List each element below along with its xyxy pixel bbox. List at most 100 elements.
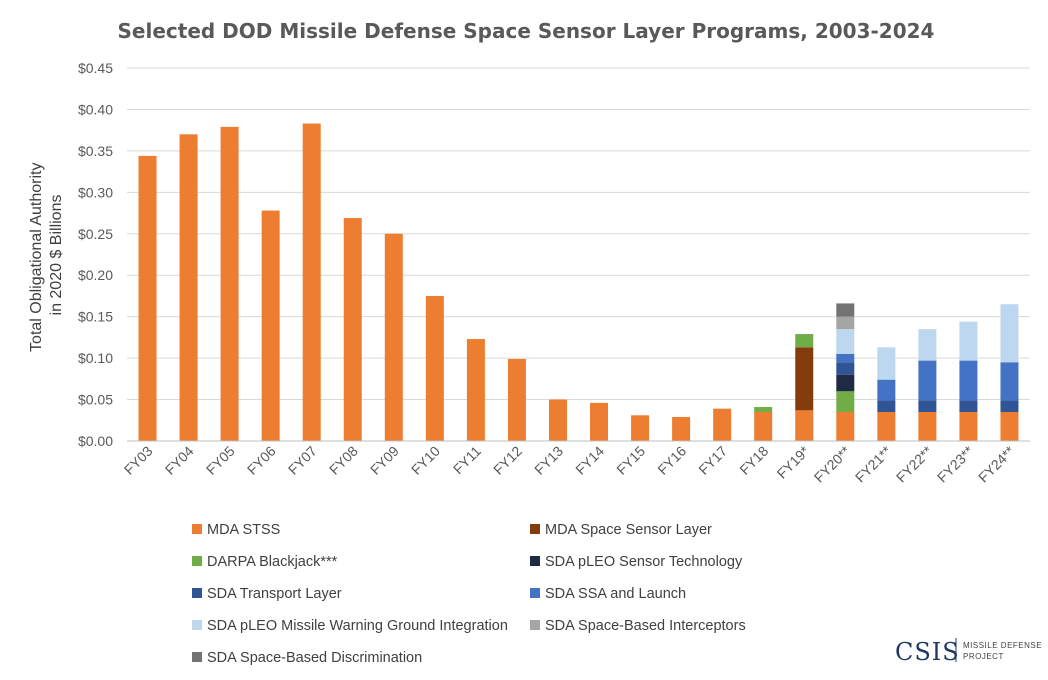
bar-segment	[138, 155, 157, 441]
legend-label: SDA pLEO Sensor Technology	[545, 554, 743, 570]
bar-segment	[836, 391, 855, 412]
bar-segment	[672, 416, 691, 441]
bar-segment	[1000, 362, 1019, 401]
legend-swatch	[530, 556, 540, 566]
bar-segment	[1000, 304, 1019, 363]
x-tick-label: FY20**	[811, 442, 854, 485]
bar-segment	[754, 411, 773, 441]
y-tick-label: $0.10	[78, 350, 113, 366]
bar-segment	[261, 210, 280, 441]
bars	[138, 123, 1019, 442]
legend-swatch	[530, 620, 540, 630]
bar-segment	[590, 402, 609, 441]
legend-label: MDA Space Sensor Layer	[545, 522, 712, 538]
legend-label: SDA SSA and Launch	[545, 586, 686, 602]
bar-segment	[1000, 400, 1019, 412]
y-tick-label: $0.20	[78, 267, 113, 283]
x-tick-label: FY18	[736, 443, 771, 478]
bar-segment	[877, 347, 896, 380]
y-axis-label: Total Obligational Authority in 2020 $ B…	[28, 158, 65, 352]
y-tick-label: $0.35	[78, 143, 113, 159]
logo-main-text: CSIS	[895, 638, 960, 666]
x-tick-label: FY22**	[893, 442, 936, 485]
y-tick-label: $0.15	[78, 309, 113, 325]
bar-segment	[959, 400, 978, 412]
x-tick-label: FY10	[408, 443, 443, 478]
bar-segment	[631, 415, 650, 441]
bar-segment	[959, 411, 978, 441]
y-tick-label: $0.00	[78, 433, 113, 449]
x-tick-label: FY23**	[934, 442, 977, 485]
bar-segment	[795, 334, 814, 348]
chart-title: Selected DOD Missile Defense Space Senso…	[118, 19, 935, 43]
x-tick-label: FY19*	[774, 442, 813, 481]
y-tick-label: $0.25	[78, 226, 113, 242]
bar-segment	[343, 218, 362, 441]
bar-segment	[836, 374, 855, 392]
legend-swatch	[530, 588, 540, 598]
y-tick-label: $0.30	[78, 184, 113, 200]
x-axis-ticks: FY03 FY04 FY05 FY06 FY07 FY08 FY09 FY10 FY11 FY12…	[121, 442, 1018, 485]
bar-segment	[548, 399, 567, 441]
logo-sub-line1: MISSILE DEFENSE	[963, 641, 1042, 650]
bar-segment	[877, 400, 896, 412]
legend-label: DARPA Blackjack***	[207, 554, 338, 570]
bar-segment	[302, 123, 321, 441]
y-tick-label: $0.45	[78, 60, 113, 76]
x-tick-label: FY12	[490, 443, 525, 478]
x-tick-label: FY11	[450, 443, 484, 477]
logo-sub-line2: PROJECT	[963, 652, 1004, 661]
legend-label: SDA Space-Based Discrimination	[207, 650, 422, 666]
bar-segment	[179, 134, 198, 442]
x-tick-label: FY24**	[975, 442, 1018, 485]
bar-segment	[959, 360, 978, 401]
bar-segment	[836, 329, 855, 354]
legend-label: SDA pLEO Missile Warning Ground Integrat…	[207, 618, 508, 634]
csis-logo: CSIS MISSILE DEFENSE PROJECT	[895, 638, 1042, 666]
x-tick-label: FY14	[572, 443, 607, 478]
x-tick-label: FY15	[613, 443, 648, 478]
legend-swatch	[192, 652, 202, 662]
x-tick-label: FY08	[326, 443, 361, 478]
legend-label: MDA STSS	[207, 522, 280, 538]
x-tick-label: FY04	[162, 443, 197, 478]
bar-segment	[507, 358, 526, 441]
bar-segment	[466, 339, 485, 441]
bar-segment	[713, 408, 732, 441]
x-tick-label: FY07	[285, 443, 320, 478]
bar-segment	[918, 400, 937, 412]
bar-segment	[754, 407, 773, 412]
y-axis-label-line2: in 2020 $ Billions	[48, 195, 65, 316]
x-tick-label: FY03	[121, 443, 156, 478]
bar-segment	[795, 410, 814, 441]
bar-segment	[877, 411, 896, 441]
bar-segment	[836, 303, 855, 317]
legend-swatch	[530, 524, 540, 534]
y-tick-label: $0.05	[78, 392, 113, 408]
bar-segment	[836, 411, 855, 441]
legend-swatch	[192, 588, 202, 598]
legend-swatch	[192, 556, 202, 566]
x-tick-label: FY09	[367, 443, 402, 478]
bar-segment	[425, 295, 444, 441]
bar-segment	[220, 126, 239, 442]
bar-segment	[836, 362, 855, 375]
y-axis-ticks: $0.00 $0.05 $0.10 $0.15 $0.20 $0.25 $0.30 $0.35…	[78, 60, 113, 449]
bar-segment	[1000, 411, 1019, 441]
bar-segment	[836, 316, 855, 330]
legend-swatch	[192, 524, 202, 534]
bar-segment	[836, 353, 855, 363]
legend: MDA STSS MDA Space Sensor Layer DARPA Blac…	[192, 522, 746, 666]
bar-segment	[918, 360, 937, 401]
x-tick-label: FY21**	[852, 442, 895, 485]
bar-segment	[918, 329, 937, 361]
x-tick-label: FY17	[695, 443, 730, 478]
bar-segment	[918, 411, 937, 441]
bar-segment	[877, 379, 896, 401]
x-tick-label: FY06	[244, 443, 279, 478]
y-axis-label-line1: Total Obligational Authority	[28, 163, 45, 352]
x-tick-label: FY16	[654, 443, 689, 478]
bar-segment	[384, 233, 403, 441]
x-tick-label: FY05	[203, 443, 238, 478]
